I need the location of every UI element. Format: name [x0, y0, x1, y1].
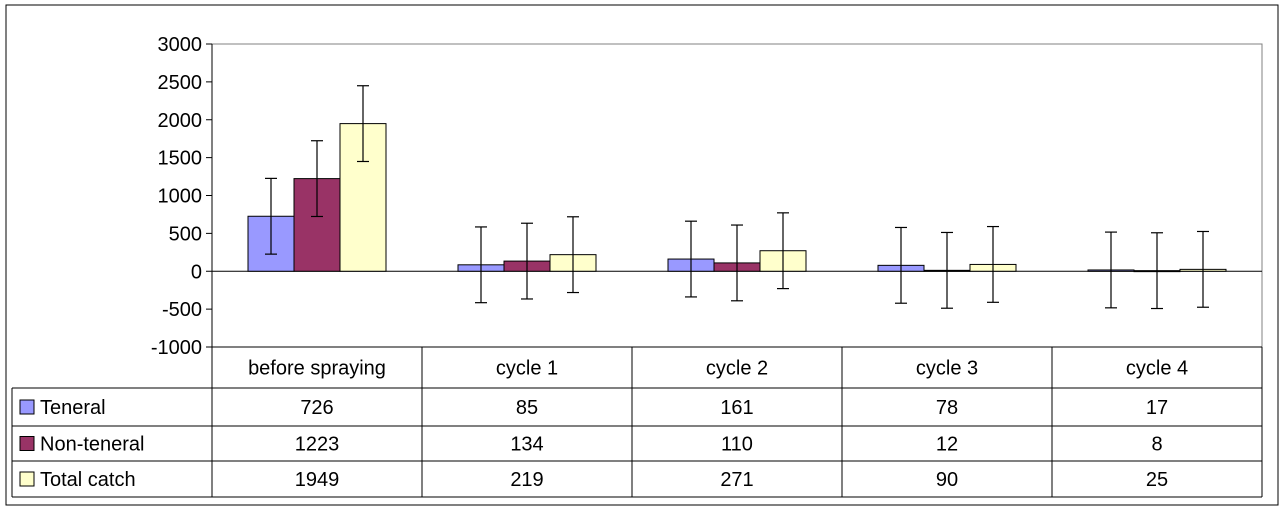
legend-label: Teneral — [40, 397, 106, 419]
legend-swatch — [19, 471, 35, 487]
data-table-value: 134 — [510, 434, 543, 456]
chart-outer-border — [5, 4, 1279, 506]
data-table-value: 726 — [300, 397, 333, 419]
x-category-label: cycle 3 — [916, 358, 978, 380]
data-table-value: 17 — [1146, 397, 1168, 419]
data-table-value: 78 — [936, 397, 958, 419]
data-table-value: 219 — [510, 469, 543, 491]
data-table-value: 110 — [721, 434, 753, 456]
y-tick-label: 2000 — [158, 110, 203, 132]
data-table-value: 161 — [720, 397, 753, 419]
legend-label: Non-teneral — [40, 434, 145, 456]
data-table-value: 25 — [1146, 469, 1168, 491]
y-tick-label: 3000 — [158, 34, 203, 56]
data-table-value: 90 — [936, 469, 958, 491]
x-category-label: before spraying — [248, 358, 386, 380]
x-category-label: cycle 1 — [496, 358, 558, 380]
x-category-label: cycle 4 — [1126, 358, 1188, 380]
data-table-value: 271 — [720, 469, 753, 491]
data-table-value: 8 — [1151, 434, 1162, 456]
y-tick-label: -1000 — [151, 337, 202, 359]
y-tick-label: -500 — [162, 299, 202, 321]
legend-swatch — [19, 436, 35, 451]
legend-swatch — [19, 399, 35, 415]
data-table-value: 85 — [516, 397, 538, 419]
y-tick-label: 0 — [191, 261, 202, 283]
y-tick-label: 1500 — [158, 148, 203, 170]
y-tick-label: 500 — [169, 223, 202, 245]
y-tick-label: 1000 — [158, 186, 203, 208]
y-tick-label: 2500 — [158, 72, 203, 94]
legend-label: Total catch — [40, 469, 136, 491]
data-table-value: 1223 — [295, 434, 340, 456]
x-category-label: cycle 2 — [706, 358, 768, 380]
data-table-value: 1949 — [295, 469, 340, 491]
data-table-value: 12 — [936, 434, 958, 456]
